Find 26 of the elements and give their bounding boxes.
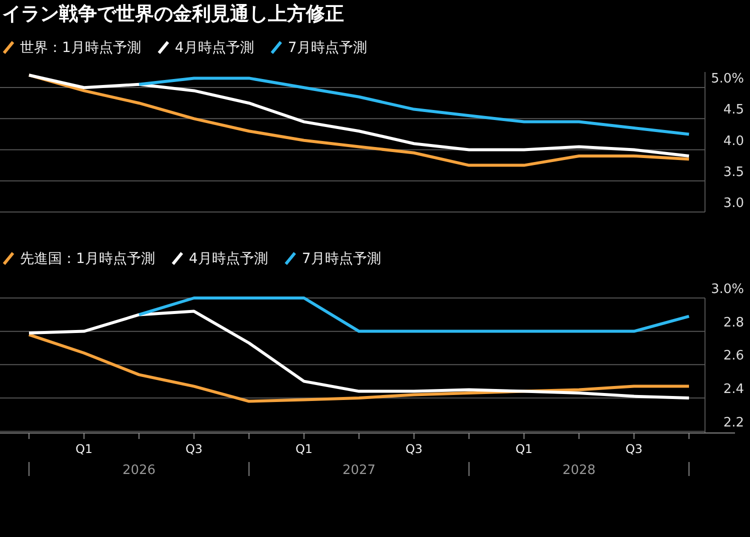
legend-label: 4月時点予測 [174,40,254,56]
x-tick-label: Q3 [625,442,643,456]
x-tick-label: Q1 [75,442,93,456]
x-tick-label: Q3 [405,442,423,456]
y-tick-label: 3.5 [723,164,744,180]
y-tick-label: 3.0 [723,196,744,211]
legend-label: 7月時点予測 [302,251,381,267]
y-tick-label: 3.0% [710,282,744,297]
x-tick-label: Q1 [295,442,313,456]
legend-label: 7月時点予測 [288,40,367,56]
y-tick-label: 2.6 [723,348,744,364]
legend-label: 世界：1月時点予測 [20,40,141,56]
text: 2026 [122,463,156,478]
y-tick-label: 2.4 [723,382,744,397]
legend-label: 先進国：1月時点予測 [20,251,155,267]
legend-label: 4月時点予測 [188,251,268,267]
y-tick-label: 2.2 [723,415,744,430]
x-tick-label: Q3 [185,442,203,456]
y-tick-label: 4.0 [723,134,744,149]
text: 2028 [562,463,596,478]
chart-title: イラン戦争で世界の金利見通し上方修正 [2,3,344,25]
y-tick-label: 2.8 [723,315,744,330]
text: 2027 [342,463,376,478]
x-tick-label: Q1 [515,442,533,456]
y-tick-label: 4.5 [723,102,744,118]
y-tick-label: 5.0% [710,72,744,87]
